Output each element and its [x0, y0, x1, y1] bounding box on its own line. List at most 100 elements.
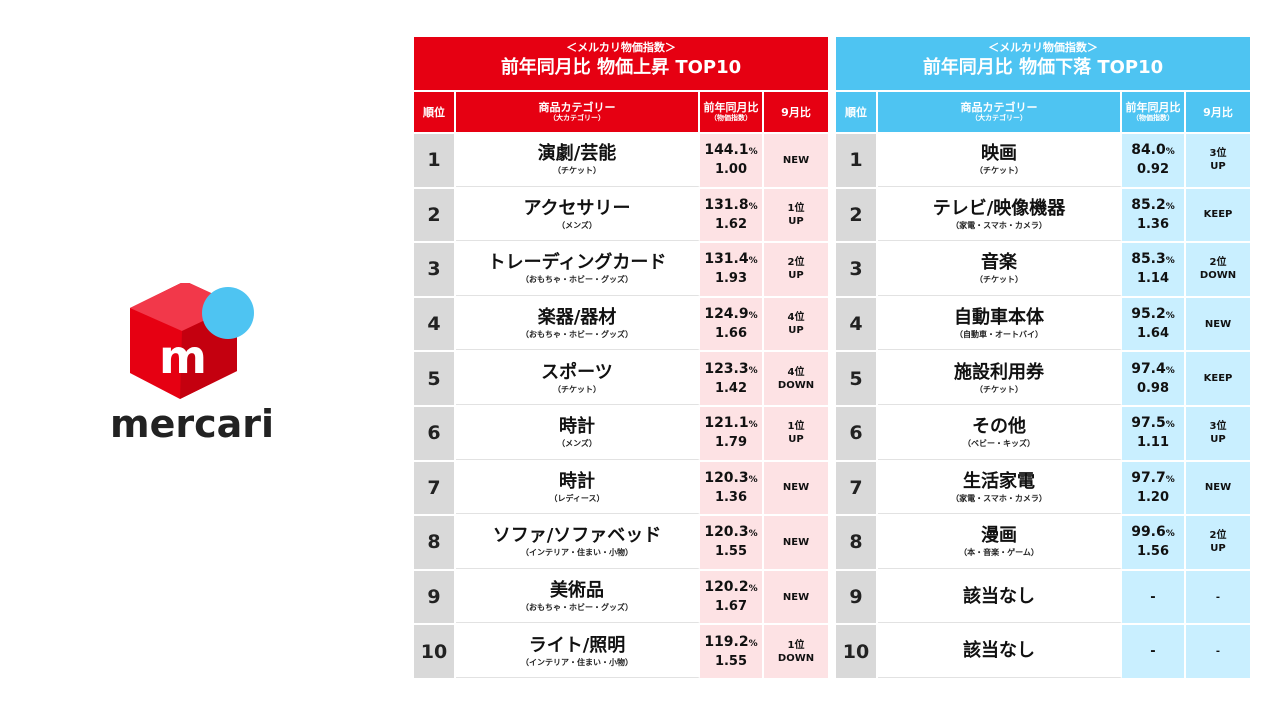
yoy-percent: 131.8%: [704, 197, 757, 216]
table-row: 8 漫画 （本・音楽・ゲーム） 99.6% 1.56 2位 UP: [836, 514, 1250, 569]
mom-change: 2位 DOWN: [1199, 257, 1237, 282]
price-index: 1.42: [714, 380, 748, 396]
yoy-percent-value: 97.7: [1131, 469, 1166, 486]
percent-unit: %: [748, 311, 758, 322]
category-cell: 施設利用券 （チケット）: [878, 352, 1122, 405]
yoy-cell: 85.2% 1.36: [1122, 188, 1186, 242]
category-sub: （おもちゃ・ホビー・グッズ）: [521, 275, 633, 285]
rise-table-subtitle: ＜メルカリ物価指数＞: [566, 41, 676, 54]
header-rank: 順位: [845, 105, 867, 119]
yoy-percent: 124.9%: [704, 306, 757, 325]
category-name: 時計: [559, 470, 595, 492]
category-cell: 楽器/器材 （おもちゃ・ホビー・グッズ）: [456, 297, 700, 351]
category-name: 時計: [559, 416, 595, 438]
table-row: 10 該当なし - -: [836, 623, 1250, 678]
rank-cell: 10: [836, 625, 878, 678]
category-name: 該当なし: [963, 640, 1035, 662]
mom-change: 1位 UP: [787, 202, 805, 227]
yoy-cell: 95.2% 1.64: [1122, 297, 1186, 351]
price-index: 1.00: [714, 162, 748, 178]
table-row: 9 該当なし - -: [836, 568, 1250, 624]
yoy-percent-value: 120.3: [704, 469, 749, 486]
table-row: 10 ライト/照明 （インテリア・住まい・小物） 119.2% 1.55 1位 DOWN: [414, 623, 828, 678]
table-row: 3 音楽 （チケット） 85.3% 1.14 2位 DOWN: [836, 241, 1250, 296]
rise-top10-table: ＜メルカリ物価指数＞ 前年同月比 物価上昇 TOP10 順位 商品カテゴリー （大…: [414, 37, 828, 678]
mom-cell: 2位 DOWN: [1186, 243, 1250, 296]
yoy-percent-value: 85.3: [1131, 251, 1166, 268]
percent-unit: %: [748, 638, 758, 649]
yoy-percent: 97.7%: [1131, 470, 1175, 489]
yoy-cell: 120.3% 1.36: [700, 461, 764, 515]
yoy-percent-value: 119.2: [704, 633, 749, 650]
fall-table-title: 前年同月比 物価下落 TOP10: [922, 57, 1164, 78]
category-sub: （チケット）: [975, 166, 1023, 176]
table-row: 3 トレーディングカード （おもちゃ・ホビー・グッズ） 131.4% 1.93 2位 UP: [414, 241, 828, 296]
percent-unit: %: [748, 365, 758, 376]
category-cell: ソファ/ソファベッド （インテリア・住まい・小物）: [456, 516, 700, 569]
yoy-percent: 123.3%: [704, 361, 757, 380]
price-index: 1.56: [1136, 544, 1170, 560]
mom-change: NEW: [1204, 318, 1232, 330]
rank-cell: 10: [414, 625, 456, 678]
category-name: テレビ/映像機器: [932, 197, 1066, 219]
yoy-percent-value: 84.0: [1131, 142, 1166, 159]
yoy-percent: 84.0%: [1131, 142, 1175, 161]
price-index: 1.20: [1136, 489, 1170, 505]
mom-cell: 2位 UP: [764, 243, 828, 296]
category-sub: （自動車・オートバイ）: [955, 330, 1043, 340]
rank-cell: 9: [414, 570, 456, 624]
percent-unit: %: [1165, 474, 1175, 485]
price-index: 1.11: [1136, 435, 1170, 451]
yoy-percent-value: 144.1: [704, 142, 749, 159]
table-row: 4 自動車本体 （自動車・オートバイ） 95.2% 1.64 NEW: [836, 295, 1250, 351]
price-index: 1.79: [714, 435, 748, 451]
mom-cell: 4位 UP: [764, 297, 828, 351]
yoy-cell: 97.5% 1.11: [1122, 406, 1186, 460]
category-name: 映画: [981, 143, 1017, 165]
rise-table-title: 前年同月比 物価上昇 TOP10: [500, 57, 742, 78]
logo-letter: m: [159, 330, 207, 384]
table-row: 4 楽器/器材 （おもちゃ・ホビー・グッズ） 124.9% 1.66 4位 UP: [414, 295, 828, 351]
yoy-percent: 120.3%: [704, 524, 757, 543]
price-index: 1.62: [714, 216, 748, 232]
category-sub: （インテリア・住まい・小物）: [521, 657, 633, 667]
fall-table-title-bar: ＜メルカリ物価指数＞ 前年同月比 物価下落 TOP10: [836, 37, 1250, 90]
yoy-na: -: [1150, 644, 1156, 660]
rank-cell: 3: [414, 243, 456, 296]
mom-change: 3位 UP: [1209, 148, 1227, 173]
table-row: 5 スポーツ （チケット） 123.3% 1.42 4位 DOWN: [414, 350, 828, 405]
table-row: 2 テレビ/映像機器 （家電・スマホ・カメラ） 85.2% 1.36 KEEP: [836, 186, 1250, 242]
mom-change: NEW: [1204, 482, 1232, 494]
percent-unit: %: [748, 201, 758, 212]
rise-table-body: 1 演劇/芸能 （チケット） 144.1% 1.00 NEW 2 アクセサリー （メンズ） 131…: [414, 132, 828, 678]
mom-change: NEW: [782, 591, 810, 603]
category-name: 生活家電: [963, 470, 1035, 492]
category-cell: 時計 （レディース）: [456, 461, 700, 515]
table-row: 8 ソファ/ソファベッド （インテリア・住まい・小物） 120.3% 1.55 NEW: [414, 514, 828, 569]
mom-cell: NEW: [1186, 461, 1250, 515]
fall-table-header: 順位 商品カテゴリー （大カテゴリー） 前年同月比 （物価指数） 9月比: [836, 90, 1250, 132]
category-cell: 生活家電 （家電・スマホ・カメラ）: [878, 461, 1122, 515]
price-index: 0.98: [1136, 380, 1170, 396]
category-sub: （チケット）: [553, 384, 601, 394]
header-yoy-sub: （物価指数）: [710, 114, 752, 122]
mom-cell: NEW: [764, 570, 828, 624]
mom-change: NEW: [782, 154, 810, 166]
yoy-cell: 131.4% 1.93: [700, 243, 764, 296]
rank-cell: 7: [836, 461, 878, 515]
percent-unit: %: [748, 584, 758, 595]
category-name: 漫画: [981, 525, 1017, 547]
mom-cell: 4位 DOWN: [764, 352, 828, 405]
price-index: 1.67: [714, 599, 748, 615]
yoy-cell: 97.4% 0.98: [1122, 352, 1186, 405]
yoy-percent: 95.2%: [1131, 306, 1175, 325]
header-mom: 9月比: [781, 105, 811, 119]
yoy-percent: 120.2%: [704, 579, 757, 598]
mom-change: 3位 UP: [1209, 421, 1227, 446]
category-cell: 美術品 （おもちゃ・ホビー・グッズ）: [456, 570, 700, 624]
price-index: 1.55: [714, 653, 748, 669]
mom-change: -: [1215, 646, 1221, 658]
yoy-percent-value: 124.9: [704, 306, 749, 323]
category-cell: スポーツ （チケット）: [456, 352, 700, 405]
yoy-percent: 121.1%: [704, 415, 757, 434]
